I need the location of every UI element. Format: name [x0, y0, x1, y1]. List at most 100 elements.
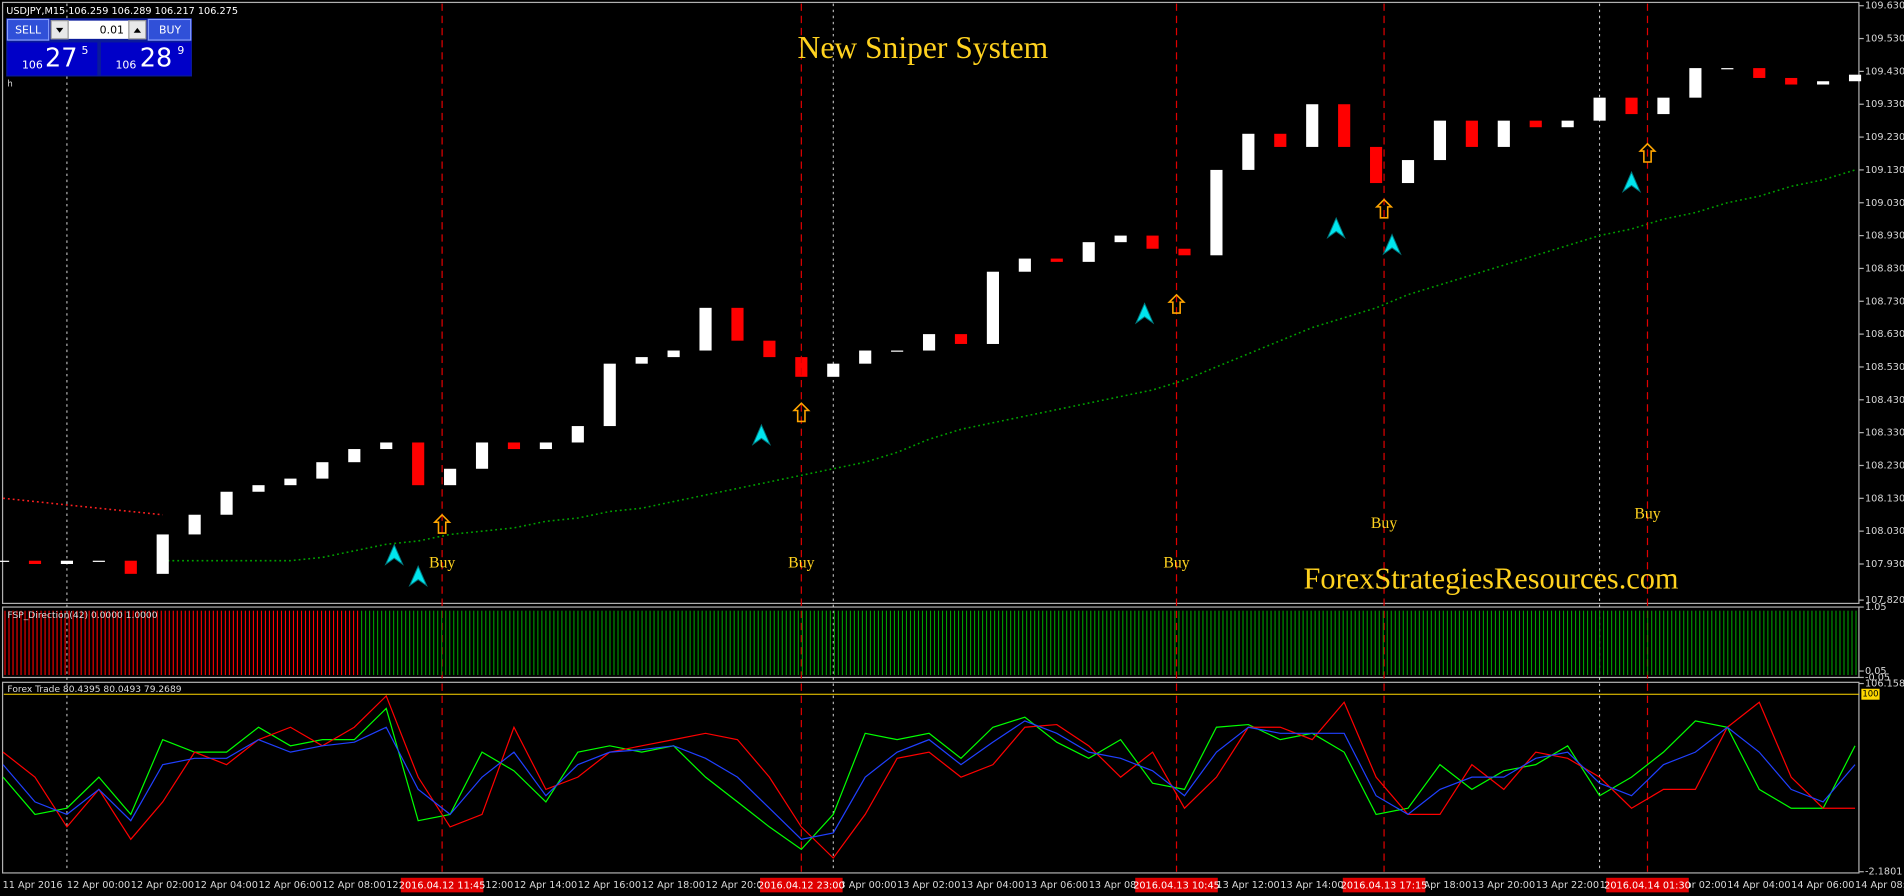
candle	[1689, 68, 1702, 98]
fsp-title: FSP_Direction(42) 0.0000 1.0000	[7, 611, 157, 621]
cyan-arrow	[1621, 170, 1642, 193]
candle	[1370, 146, 1383, 184]
x-tick-label: 12 Apr 16:00	[578, 880, 641, 891]
panels	[1, 1, 1860, 874]
candle	[1146, 235, 1159, 249]
sell-pips: 27	[45, 43, 77, 73]
x-tick-label: 12 Apr 04:00	[195, 880, 258, 891]
candle	[220, 491, 233, 515]
candle	[1753, 68, 1766, 78]
x-tick-label: 14 Apr 04:00	[1727, 880, 1790, 891]
signal-time-box	[1342, 877, 1426, 893]
candle	[986, 271, 999, 344]
y-tick-label: 109.130	[1865, 165, 1904, 176]
buy-text: Buy	[1163, 555, 1189, 572]
signal-time-box	[400, 877, 484, 893]
candle	[699, 307, 712, 351]
candle	[444, 468, 457, 486]
y-tick-label: 108.630	[1865, 329, 1904, 340]
sell-price-box[interactable]	[7, 42, 98, 76]
candle	[731, 307, 744, 341]
buy-label: BUY	[159, 23, 181, 36]
candle	[1593, 97, 1606, 121]
down-icon	[56, 27, 64, 33]
x-tick-label: 12 Apr 14:00	[514, 880, 577, 891]
candle	[1306, 104, 1319, 147]
candle	[1561, 120, 1574, 128]
trade-panel: SELL 0.01 BUY 106 27 5 106 28 9 h	[6, 18, 192, 89]
candle	[954, 334, 968, 344]
candle	[1657, 97, 1670, 115]
cyan-arrow	[1382, 233, 1402, 256]
candle	[1274, 133, 1287, 147]
buy-button[interactable]	[147, 18, 192, 41]
signal-time: 2016.04.13 17:15	[1341, 881, 1428, 892]
candle	[1785, 77, 1798, 85]
candle	[60, 560, 73, 564]
sell-big: 106	[22, 59, 43, 72]
candle	[922, 334, 936, 351]
cyan-arrow	[384, 543, 404, 566]
x-tick-label: 13 Apr 22:00	[1536, 880, 1599, 891]
buy-fraction: 9	[177, 44, 184, 57]
cyan-arrow	[751, 423, 772, 446]
candle	[1433, 120, 1447, 161]
candle	[252, 485, 265, 492]
x-tick-label: 12 Apr 08:00	[322, 880, 385, 891]
y-tick-label: 1.05	[1865, 602, 1887, 613]
y-tick-label: 108.230	[1865, 460, 1904, 471]
signal-time: 2016.04.13 10:45	[1133, 881, 1220, 892]
buy-text: Buy	[788, 555, 814, 572]
candle	[667, 350, 680, 358]
x-tick-label: 13 Apr 14:00	[1280, 880, 1343, 891]
candle	[795, 357, 808, 377]
y-tick-label: 106.1587	[1865, 679, 1904, 690]
x-tick-label: 13 Apr 08:00	[1089, 880, 1152, 891]
oscillator-panel	[1, 681, 1860, 874]
x-tick-label: 13 Apr 06:00	[1025, 880, 1088, 891]
buy-big: 106	[115, 59, 136, 72]
candle	[1082, 242, 1095, 262]
oscillator-line	[2, 694, 1856, 859]
candle	[1050, 258, 1063, 262]
x-tick-label: 14 Apr 06:00	[1791, 880, 1854, 891]
candle	[1210, 169, 1223, 256]
buy-arrow	[432, 513, 452, 534]
x-tick-label: 13 Apr 02:00	[897, 880, 960, 891]
lot-input[interactable]	[51, 20, 146, 39]
candle	[1625, 97, 1638, 115]
sell-button[interactable]	[6, 18, 50, 41]
y-tick-label: 109.330	[1865, 99, 1904, 110]
y-tick-label: 108.830	[1865, 263, 1904, 274]
candle	[0, 560, 10, 562]
panel-hint: h	[7, 79, 12, 89]
buy-arrow	[1374, 198, 1394, 219]
buy-pips: 28	[140, 43, 172, 73]
y-tick-label: 109.030	[1865, 198, 1904, 209]
candle	[316, 462, 329, 479]
y-tick-label: 108.330	[1865, 428, 1904, 439]
buy-price-box[interactable]	[100, 42, 191, 76]
x-tick-label: 13 Apr 18:00	[1408, 880, 1471, 891]
signal-time: 2016.04.12 11:45	[399, 881, 486, 892]
y-tick-label: 108.730	[1865, 296, 1904, 307]
fsp-panel	[1, 606, 1860, 679]
candle	[763, 340, 776, 358]
y-tick-label: 109.530	[1865, 34, 1904, 45]
signal-time: 2016.04.14 01:30	[1604, 881, 1691, 892]
chart-title: New Sniper System	[798, 30, 1049, 65]
cyan-arrow	[408, 564, 428, 588]
y-tick-label: 108.130	[1865, 493, 1904, 504]
buy-text: Buy	[1634, 505, 1660, 522]
candle	[859, 350, 872, 364]
candle	[507, 442, 521, 450]
candle	[603, 363, 616, 427]
candle	[188, 514, 201, 535]
price-panel	[1, 1, 1860, 605]
x-tick-label: 12 Apr 20:00	[706, 880, 769, 891]
x-tick-label: 12 Apr 02:00	[131, 880, 194, 891]
x-tick-label: 14 Apr 02:00	[1663, 880, 1726, 891]
